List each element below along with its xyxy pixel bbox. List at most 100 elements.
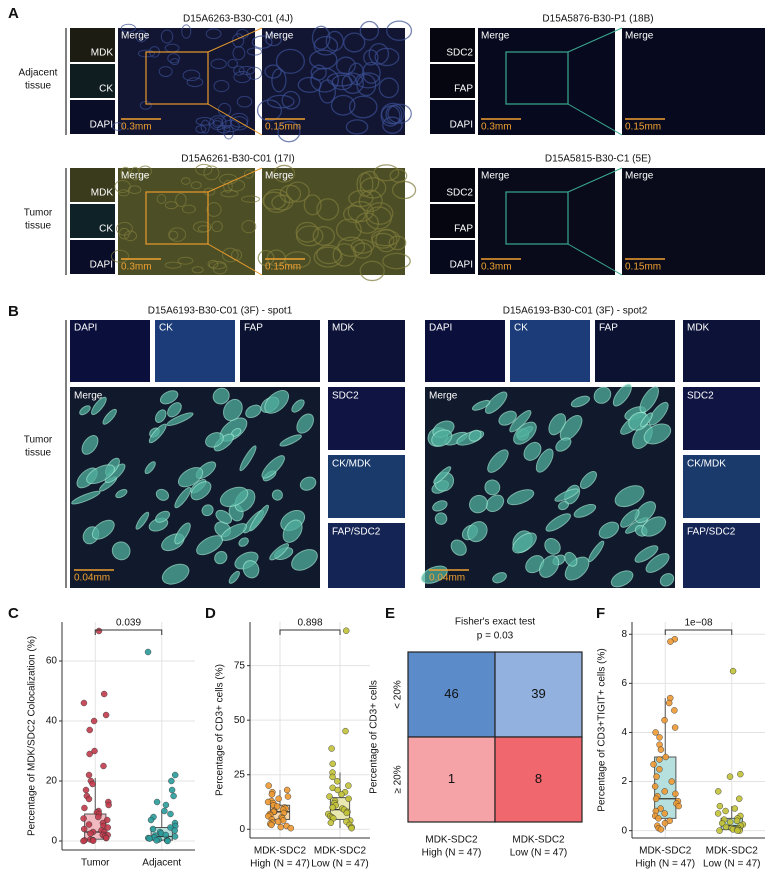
tissue-texture [210,58,227,70]
data-point [102,834,110,842]
tissue-texture [168,230,179,240]
tissue-texture [135,30,148,43]
tissue-texture [434,512,448,525]
micrograph [425,320,505,382]
channel-label: DAPI [429,323,452,334]
cell-value: 1 [448,771,455,786]
zoom-link [207,27,263,53]
channel-label: SDC2 [446,188,473,199]
micrograph [328,523,405,588]
data-point [714,788,722,795]
tissue-texture [373,164,400,182]
micrograph [240,320,320,382]
micrograph [478,168,615,275]
tissue-texture [279,434,302,447]
micrograph [430,64,475,98]
channel-label: DAPI [90,120,113,131]
data-point [661,820,669,827]
zoom-link [567,243,623,276]
x-tick-label: Adjacent [142,858,181,869]
micrograph [155,320,235,382]
data-point [668,778,675,785]
data-point [144,648,152,656]
micrograph [118,28,255,135]
tissue-texture [245,404,262,419]
tissue-texture [174,487,192,509]
tissue-texture [233,65,245,76]
tissue-texture [564,551,578,567]
merge-label: Merge [625,171,654,182]
tissue-texture [190,481,212,501]
tissue-texture [127,185,142,195]
tissue-texture [249,504,269,532]
tissue-texture [310,67,339,93]
merge-label: Merge [481,171,510,182]
tissue-texture [513,421,537,445]
tissue-texture [102,408,117,425]
data-point [328,745,335,752]
data-point [342,727,349,735]
scale-label: 0.04mm [74,573,110,584]
scale-label: 0.3mm [481,122,512,133]
tissue-texture [212,262,228,275]
tissue-texture [299,476,317,491]
scale-label: 0.15mm [265,262,301,273]
tissue-texture [484,479,501,496]
micrograph [70,168,115,202]
tissue-texture [170,58,180,66]
x-tick-label: High (N = 47) [635,859,695,870]
tissue-texture [86,464,116,485]
tissue-texture [335,218,362,242]
tissue-texture [190,181,202,190]
zoom-link [207,167,263,193]
data-point [265,782,272,789]
tissue-texture [614,485,645,508]
y-axis-label: Percentage of CD3+ cells [369,680,380,794]
tissue-texture [124,230,138,242]
data-point [168,777,175,785]
tissue-texture [135,511,150,530]
tissue-texture [241,195,260,203]
channel-label: FAP [454,224,473,235]
y-axis-label: Percentage of CD3+TIGIT+ cells (%) [597,648,608,811]
x-tick-label: Tumor [81,858,110,869]
data-point [661,716,668,724]
data-point [661,788,668,795]
tissue-texture [154,409,167,423]
data-point [326,793,333,800]
tissue-texture [192,221,212,233]
micrograph [328,455,405,518]
data-point [722,807,729,815]
row-label: tissue [25,81,52,92]
micrograph [70,64,115,98]
tissue-texture [380,105,401,127]
scale-label: 0.3mm [121,122,152,133]
tissue-texture [275,48,305,74]
tissue-texture [111,541,131,561]
y-tick-label: 75 [234,660,246,671]
merge-label: Merge [265,171,294,182]
data-point [80,815,87,822]
tissue-texture [251,35,273,49]
tissue-texture [215,509,233,524]
data-point [661,810,668,817]
micrograph [683,455,760,518]
tissue-texture [223,398,243,422]
tissue-texture [295,225,324,247]
heat-cell [407,651,496,738]
tissue-texture [214,551,228,565]
data-point [662,753,669,761]
data-point [149,825,157,833]
tissue-texture [365,206,392,230]
p-value: 1e−08 [684,618,713,629]
chart-title: Fisher's exact test [455,617,535,628]
tissue-texture [303,194,322,216]
data-point [171,827,179,834]
tissue-texture [262,191,287,210]
channel-label: SDC2 [332,391,359,402]
tissue-texture [431,429,453,447]
panel-letter: C [8,605,19,622]
tissue-texture [203,165,220,181]
micrograph [70,240,115,274]
tissue-texture [265,32,282,47]
